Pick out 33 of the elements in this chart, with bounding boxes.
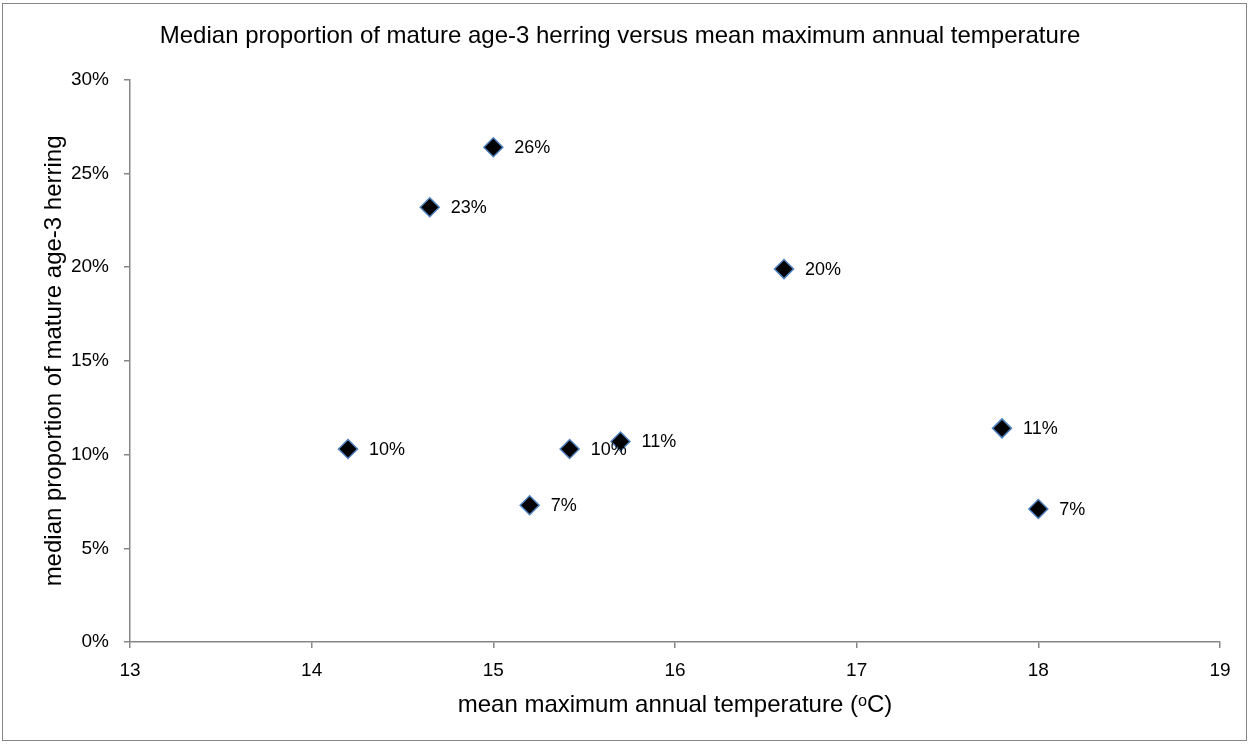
point [1028, 498, 1049, 520]
data-label: 7% [1059, 498, 1086, 519]
x-tick-label: 15 [482, 658, 504, 680]
chart-title: Median proportion of mature age-3 herring versus mean maximum annual temperature [159, 21, 1081, 49]
y-tick-label: 15% [70, 349, 110, 371]
data-label: 11% [641, 431, 677, 452]
point [773, 258, 795, 280]
point [519, 494, 540, 516]
point [991, 418, 1013, 439]
data-label: 10% [369, 438, 406, 459]
point [483, 137, 504, 158]
data-label: 23% [450, 197, 487, 218]
point [419, 196, 440, 218]
y-tick-label: 30% [70, 68, 110, 90]
y-axis-title: median proportion of mature age-3 herring [39, 135, 67, 587]
y-tick-label: 25% [70, 161, 110, 183]
x-tick-label: 18 [1027, 658, 1049, 680]
data-label: 26% [514, 137, 551, 158]
data-label: 7% [550, 495, 577, 516]
x-tick-label: 17 [846, 658, 868, 680]
x-axis-title: mean maximum annual temperature (ᵒC) [457, 690, 893, 718]
x-tick-label: 19 [1209, 658, 1231, 680]
data-label: 20% [805, 259, 842, 280]
data-label: 11% [1023, 418, 1058, 439]
x-tick-label: 16 [664, 658, 686, 680]
y-tick-label: 5% [81, 536, 110, 558]
y-tick-label: 10% [70, 442, 110, 464]
y-tick-label: 20% [70, 255, 110, 277]
point [337, 438, 359, 460]
point [559, 438, 580, 460]
x-tick-label: 14 [301, 658, 323, 680]
y-tick-label: 0% [81, 630, 110, 652]
x-tick-label: 13 [119, 658, 141, 680]
